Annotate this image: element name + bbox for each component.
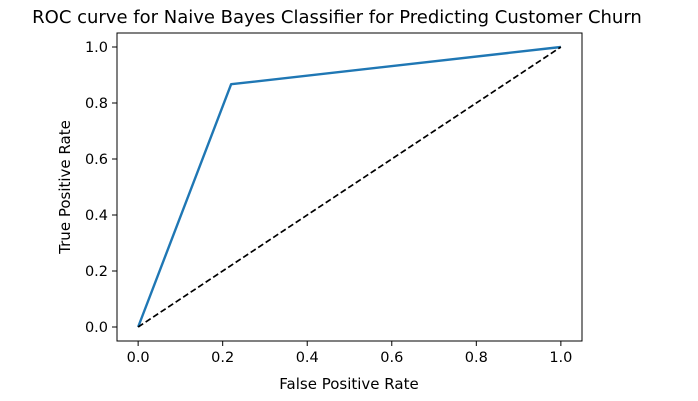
x-axis-label: False Positive Rate [279,375,418,393]
plot-frame [116,32,583,342]
x-tick-label: 0.2 [211,350,234,366]
x-tick-label: 0.8 [465,350,488,366]
x-tick-label: 1.0 [549,350,572,366]
chart-title: ROC curve for Naive Bayes Classifier for… [32,7,642,28]
x-tick-label: 0.6 [380,350,403,366]
axis-ticks: 0.0 0.2 0.4 0.6 0.8 1.0 0.0 0.2 0.4 0.6 0.8 1.0 [85,40,572,366]
y-tick-label: 0.4 [85,208,108,224]
y-tick-label: 0.8 [85,96,108,112]
x-tick-label: 0.4 [296,350,319,366]
y-tick-label: 0.6 [85,152,108,168]
y-tick-label: 0.2 [85,264,108,280]
plot-area [137,45,562,328]
y-tick-label: 1.0 [85,40,108,56]
chance-diagonal-line [137,46,562,328]
y-tick-label: 0.0 [85,320,108,336]
x-tick-label: 0.0 [127,350,150,366]
roc-curve-line [137,45,561,328]
y-axis-label: True Positive Rate [56,120,74,255]
